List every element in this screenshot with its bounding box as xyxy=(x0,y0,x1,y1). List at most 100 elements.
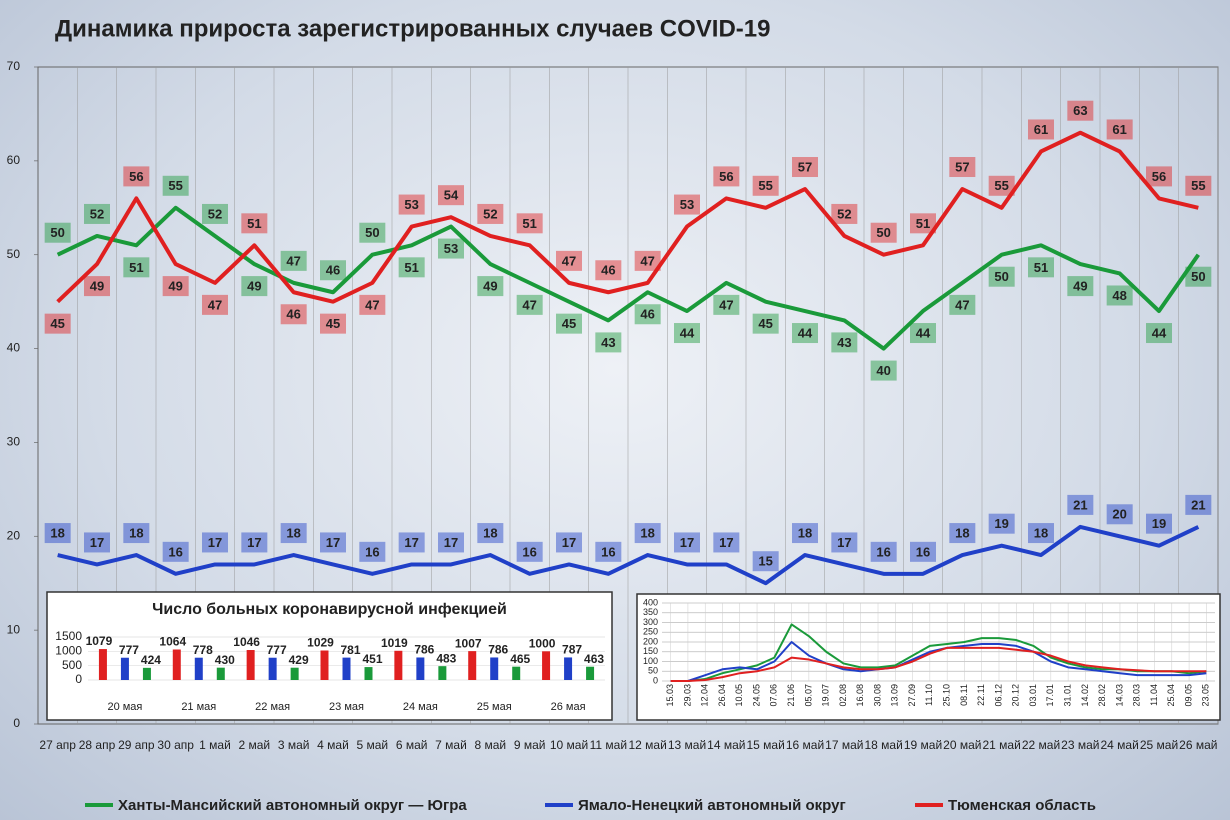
y-tick-label: 400 xyxy=(643,597,658,607)
value-label: 16 xyxy=(168,544,182,559)
series-line xyxy=(57,524,1200,586)
value-label: 50 xyxy=(1191,269,1205,284)
value-label-box xyxy=(595,260,622,281)
value-label-box xyxy=(713,294,740,315)
value-label: 56 xyxy=(719,169,733,184)
value-label: 50 xyxy=(365,225,379,240)
value-label-box xyxy=(438,185,464,206)
value-label: 19 xyxy=(994,516,1008,531)
x-tick-label: 29.03 xyxy=(682,684,692,707)
value-label: 778 xyxy=(193,643,213,657)
value-label: 17 xyxy=(562,535,576,550)
value-label: 18 xyxy=(798,525,812,540)
x-tick-label: 16 май xyxy=(785,738,825,752)
y-tick-label: 60 xyxy=(7,153,21,167)
bar xyxy=(586,666,595,680)
value-label-box xyxy=(752,175,779,196)
value-label: 19 xyxy=(1152,516,1166,531)
x-tick-label: 30 апр xyxy=(157,738,194,752)
value-label: 45 xyxy=(50,316,64,331)
value-label: 52 xyxy=(483,206,497,221)
value-label-box xyxy=(84,532,110,553)
value-label: 45 xyxy=(326,316,340,331)
value-label: 46 xyxy=(640,307,654,322)
value-label-box xyxy=(438,238,464,259)
y-tick-label: 0 xyxy=(75,672,82,686)
value-label-box xyxy=(1106,285,1133,306)
x-tick-label: 22.11 xyxy=(976,684,986,706)
value-label: 16 xyxy=(365,544,379,559)
value-label: 51 xyxy=(1034,260,1048,275)
value-label-box xyxy=(910,323,936,344)
value-label: 1007 xyxy=(455,636,482,650)
bar xyxy=(172,649,181,680)
x-tick-label: 23 мая xyxy=(329,701,364,713)
value-label: 49 xyxy=(168,279,182,294)
x-tick-label: 28.03 xyxy=(1132,684,1142,707)
value-label: 47 xyxy=(955,297,969,312)
y-tick-label: 20 xyxy=(7,528,21,542)
x-tick-label: 6 май xyxy=(395,738,428,752)
value-label: 55 xyxy=(758,178,772,193)
value-label-box xyxy=(280,250,307,271)
value-label-box xyxy=(556,532,582,553)
x-tick-label: 28.02 xyxy=(1097,684,1107,707)
bar xyxy=(564,657,573,680)
value-label-box xyxy=(713,532,740,553)
y-tick-label: 250 xyxy=(643,627,658,637)
x-tick-label: 1 май xyxy=(199,738,231,752)
x-tick-label: 13.09 xyxy=(890,684,900,707)
value-label-box xyxy=(320,532,346,553)
x-tick-label: 23 май xyxy=(1061,738,1100,752)
value-label-box xyxy=(162,541,189,562)
value-label: 57 xyxy=(798,159,812,174)
value-label-box xyxy=(595,541,622,562)
value-label: 18 xyxy=(955,525,969,540)
x-tick-label: 22 май xyxy=(1021,738,1061,752)
value-label-box xyxy=(634,304,661,325)
value-label: 47 xyxy=(640,253,654,268)
x-tick-label: 4 май xyxy=(317,738,349,752)
value-label: 16 xyxy=(916,544,930,559)
y-tick-label: 50 xyxy=(648,666,658,676)
value-label-box xyxy=(84,276,110,297)
x-tick-label: 20 мая xyxy=(107,701,142,713)
value-label: 18 xyxy=(1034,525,1048,540)
value-label: 787 xyxy=(562,643,582,657)
value-label-box xyxy=(1106,119,1133,140)
bar xyxy=(268,657,277,680)
x-tick-label: 14 май xyxy=(707,738,746,752)
value-label: 52 xyxy=(837,206,851,221)
value-label: 45 xyxy=(562,316,576,331)
value-label-box xyxy=(674,532,700,553)
value-label: 45 xyxy=(758,316,772,331)
value-label-box xyxy=(202,294,228,315)
value-label: 17 xyxy=(837,535,851,550)
value-label: 53 xyxy=(680,197,694,212)
value-label: 18 xyxy=(129,525,143,540)
value-label-box xyxy=(398,194,425,215)
value-label: 1079 xyxy=(86,634,113,648)
value-label-box xyxy=(634,523,661,544)
value-label: 16 xyxy=(601,544,615,559)
x-tick-label: 12 май xyxy=(628,738,667,752)
value-label-box xyxy=(516,294,543,315)
value-label-box xyxy=(280,304,307,325)
x-tick-label: 24 май xyxy=(1100,738,1139,752)
value-label: 17 xyxy=(404,535,418,550)
x-tick-label: 3 май xyxy=(277,738,310,752)
value-label-box xyxy=(123,257,150,278)
value-label: 44 xyxy=(1152,325,1167,340)
value-label: 17 xyxy=(208,535,222,550)
value-label-box xyxy=(949,523,976,544)
value-label-box xyxy=(988,513,1015,534)
value-label-box xyxy=(162,175,189,196)
value-label: 17 xyxy=(90,535,104,550)
y-tick-label: 350 xyxy=(643,607,658,617)
value-label: 46 xyxy=(601,263,615,278)
value-label-box xyxy=(44,523,71,544)
value-label: 50 xyxy=(994,269,1008,284)
value-label: 17 xyxy=(719,535,733,550)
value-label: 40 xyxy=(876,363,890,378)
inset-panel xyxy=(636,593,1221,721)
